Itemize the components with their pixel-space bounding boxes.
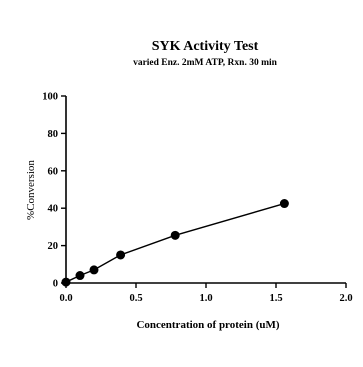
y-tick-label: 100 bbox=[42, 92, 58, 103]
data-point bbox=[279, 199, 289, 209]
series-layer bbox=[61, 199, 289, 287]
chart-subtitle: varied Enz. 2mM ATP, Rxn. 30 min bbox=[133, 58, 278, 68]
x-axis-title: Concentration of protein (uM) bbox=[136, 319, 279, 331]
y-tick-label: 20 bbox=[48, 241, 59, 252]
y-axis-title: %Conversion bbox=[25, 160, 37, 220]
y-tick-label: 60 bbox=[48, 166, 59, 177]
x-tick-label: 0.0 bbox=[59, 293, 72, 304]
x-tick-label: 2.0 bbox=[339, 293, 352, 304]
data-point bbox=[61, 277, 71, 287]
y-tick-label: 80 bbox=[48, 129, 59, 140]
data-point bbox=[170, 230, 180, 240]
x-tick-label: 1.5 bbox=[269, 293, 282, 304]
x-ticks: 0.0 0.5 1.0 1.5 2.0 bbox=[59, 283, 353, 304]
y-tick-label: 40 bbox=[48, 204, 59, 215]
series-line bbox=[65, 202, 285, 283]
x-tick-label: 0.5 bbox=[129, 293, 142, 304]
data-point bbox=[116, 250, 126, 260]
data-point bbox=[75, 271, 85, 281]
data-point bbox=[89, 265, 99, 275]
axes bbox=[65, 96, 346, 284]
y-ticks: 0 20 40 60 80 100 bbox=[42, 92, 66, 290]
chart-title: SYK Activity Test bbox=[152, 39, 259, 54]
x-tick-label: 1.0 bbox=[199, 293, 212, 304]
y-tick-label: 0 bbox=[53, 279, 58, 290]
